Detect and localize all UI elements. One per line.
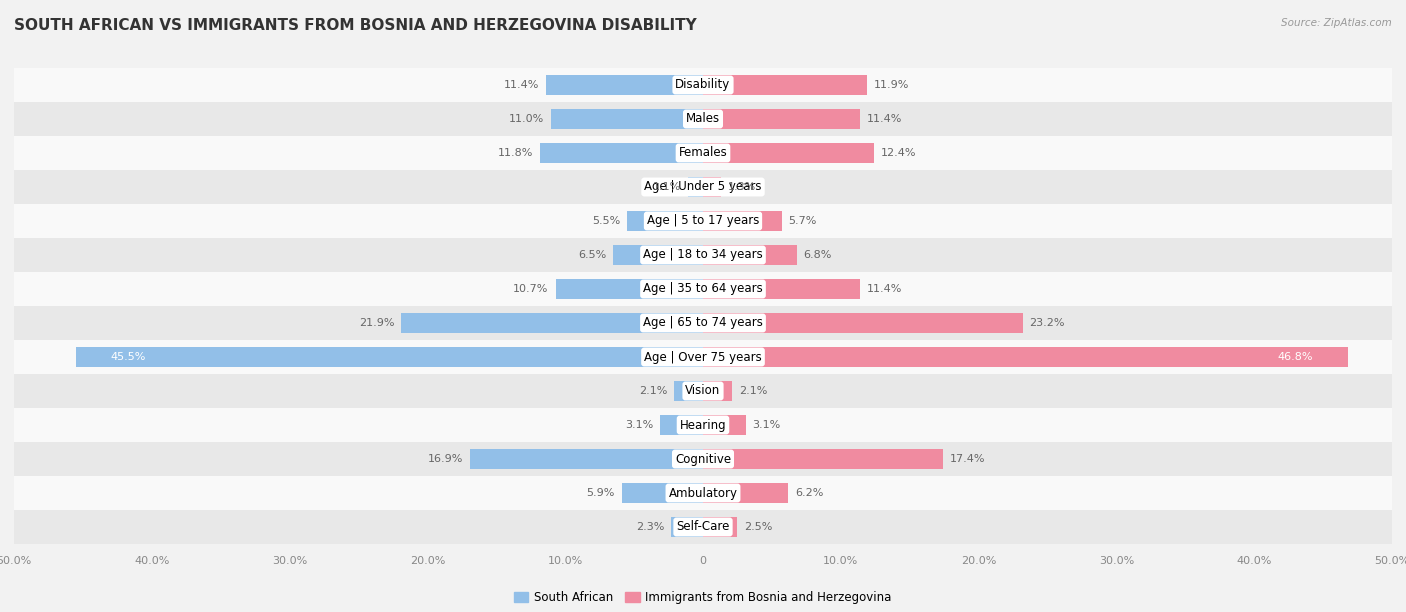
Bar [540,143,703,163]
Text: 3.1%: 3.1% [626,420,654,430]
Bar [703,381,733,401]
Text: 23.2%: 23.2% [1029,318,1066,328]
Bar [703,279,860,299]
Bar [688,177,703,197]
Text: Age | Under 5 years: Age | Under 5 years [644,181,762,193]
Bar [703,143,875,163]
Text: 11.4%: 11.4% [868,114,903,124]
Bar [470,449,703,469]
Bar [673,381,703,401]
Bar [14,442,1392,476]
Bar [14,408,1392,442]
Text: 16.9%: 16.9% [427,454,463,464]
Text: 5.5%: 5.5% [592,216,620,226]
Text: 17.4%: 17.4% [949,454,986,464]
Bar [551,109,703,129]
Text: Vision: Vision [685,384,721,398]
Text: 2.1%: 2.1% [638,386,668,396]
Text: Age | 18 to 34 years: Age | 18 to 34 years [643,248,763,261]
Bar [703,245,797,265]
Bar [621,483,703,503]
Bar [76,347,703,367]
Text: 12.4%: 12.4% [880,148,917,158]
Legend: South African, Immigrants from Bosnia and Herzegovina: South African, Immigrants from Bosnia an… [509,586,897,608]
Text: 11.9%: 11.9% [875,80,910,90]
Bar [627,211,703,231]
Text: 5.7%: 5.7% [789,216,817,226]
Text: Ambulatory: Ambulatory [668,487,738,499]
Bar [14,170,1392,204]
Bar [14,476,1392,510]
Bar [703,313,1022,333]
Text: 2.3%: 2.3% [636,522,665,532]
Bar [613,245,703,265]
Bar [671,517,703,537]
Text: 46.8%: 46.8% [1278,352,1313,362]
Bar [703,109,860,129]
Bar [703,211,782,231]
Bar [555,279,703,299]
Text: 3.1%: 3.1% [752,420,780,430]
Text: 11.8%: 11.8% [498,148,533,158]
Bar [14,68,1392,102]
Bar [703,347,1348,367]
Bar [14,136,1392,170]
Text: 11.0%: 11.0% [509,114,544,124]
Bar [703,415,745,435]
Text: Age | 35 to 64 years: Age | 35 to 64 years [643,283,763,296]
Bar [703,177,721,197]
Bar [703,75,868,95]
Text: 21.9%: 21.9% [359,318,394,328]
Text: 6.5%: 6.5% [578,250,606,260]
Text: Source: ZipAtlas.com: Source: ZipAtlas.com [1281,18,1392,28]
Bar [14,340,1392,374]
Text: 11.4%: 11.4% [868,284,903,294]
Bar [703,449,943,469]
Text: Males: Males [686,113,720,125]
Bar [14,510,1392,544]
Text: 6.8%: 6.8% [804,250,832,260]
Text: 2.1%: 2.1% [738,386,768,396]
Text: 1.1%: 1.1% [652,182,681,192]
Text: Females: Females [679,146,727,160]
Text: 11.4%: 11.4% [503,80,538,90]
Bar [14,306,1392,340]
Text: Self-Care: Self-Care [676,520,730,534]
Bar [703,517,738,537]
Bar [661,415,703,435]
Bar [14,238,1392,272]
Bar [14,102,1392,136]
Text: 1.3%: 1.3% [728,182,756,192]
Bar [546,75,703,95]
Text: Disability: Disability [675,78,731,92]
Bar [401,313,703,333]
Bar [14,272,1392,306]
Text: Age | 5 to 17 years: Age | 5 to 17 years [647,214,759,228]
Text: 5.9%: 5.9% [586,488,614,498]
Bar [14,204,1392,238]
Bar [14,374,1392,408]
Text: 45.5%: 45.5% [111,352,146,362]
Text: 10.7%: 10.7% [513,284,548,294]
Text: Cognitive: Cognitive [675,452,731,466]
Text: Age | 65 to 74 years: Age | 65 to 74 years [643,316,763,329]
Text: 2.5%: 2.5% [744,522,773,532]
Text: 6.2%: 6.2% [796,488,824,498]
Text: SOUTH AFRICAN VS IMMIGRANTS FROM BOSNIA AND HERZEGOVINA DISABILITY: SOUTH AFRICAN VS IMMIGRANTS FROM BOSNIA … [14,18,697,34]
Text: Age | Over 75 years: Age | Over 75 years [644,351,762,364]
Text: Hearing: Hearing [679,419,727,431]
Bar [703,483,789,503]
